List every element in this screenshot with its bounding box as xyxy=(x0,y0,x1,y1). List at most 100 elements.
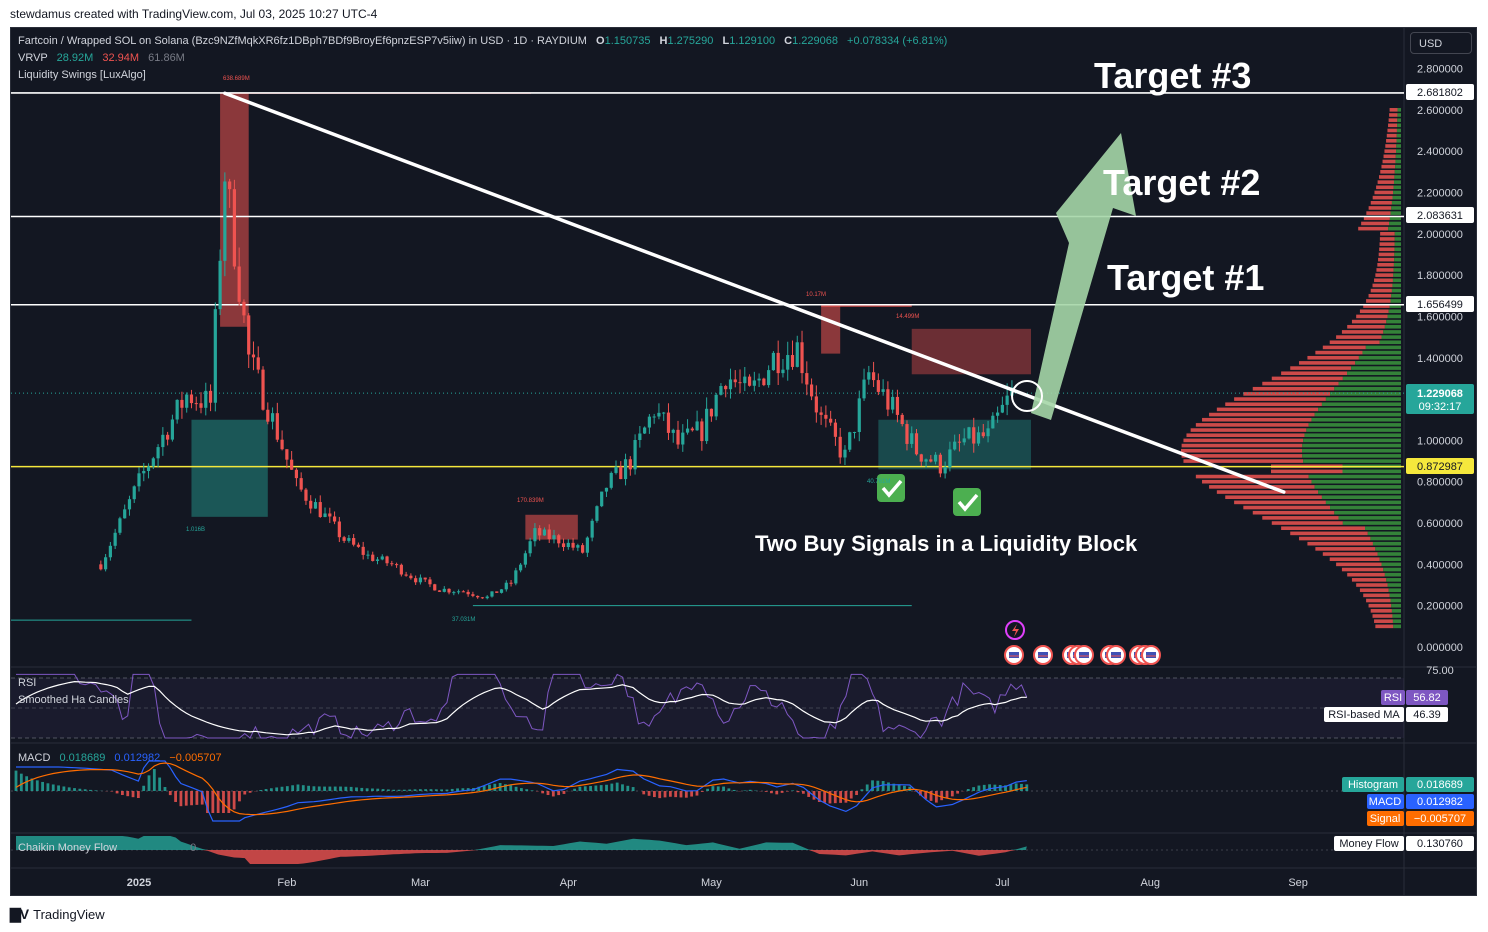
candle-body xyxy=(104,557,108,570)
macd-hist-bar xyxy=(408,789,412,791)
vrvp-bar-up xyxy=(1375,547,1401,551)
vrvp-bar-down xyxy=(1375,624,1394,629)
macd-hist-bar xyxy=(897,784,901,791)
target-arrow[interactable] xyxy=(1031,133,1136,420)
time-axis[interactable]: 2025 Feb Mar Apr May Jun Jul Aug Sep xyxy=(127,877,1308,889)
candle-body xyxy=(643,427,647,434)
macd-pane[interactable]: Histogram 0.018689 MACD 0.012982 Signal … xyxy=(11,760,1474,826)
macd-hist-bar xyxy=(402,789,406,791)
ha-legend[interactable]: Smoothed Ha Candles xyxy=(18,694,129,706)
vrvp-bar-down xyxy=(1307,541,1373,546)
main-chart-canvas[interactable]: Target #3 Target #2 Target #1 Two Buy Si… xyxy=(11,28,1477,896)
breakout-circle[interactable] xyxy=(1011,380,1043,412)
candle-body xyxy=(213,309,217,403)
macd-legend[interactable]: MACD 0.018689 0.012982 −0.005707 xyxy=(18,752,222,764)
vrvp-bar-down xyxy=(1372,283,1393,288)
candle-body xyxy=(919,454,923,462)
macd-hist-bar xyxy=(296,784,300,791)
candle-body xyxy=(681,432,685,445)
vrvp-bar-down xyxy=(1315,547,1376,551)
price-tick: 0.400000 xyxy=(1417,559,1463,571)
us-event-icon[interactable] xyxy=(1004,645,1024,665)
vrvp-bar-up xyxy=(1383,330,1401,334)
macd-hist-bar xyxy=(387,789,390,791)
price-axis[interactable]: 2.800000 2.600000 2.400000 2.200000 2.000000… xyxy=(1417,64,1463,655)
candle-body xyxy=(189,394,194,404)
macd-hist-bar xyxy=(365,788,369,791)
time-tick: 2025 xyxy=(127,877,151,889)
vrvp-bar-down xyxy=(1225,402,1322,407)
us-event-icon[interactable] xyxy=(1106,645,1126,665)
macd-hist-bar xyxy=(312,786,316,791)
us-event-icon[interactable] xyxy=(1141,645,1161,665)
candle-body xyxy=(800,342,804,374)
vrvp-bar-up xyxy=(1393,262,1401,267)
svg-text:1.656499: 1.656499 xyxy=(1417,299,1463,311)
close-value: 1.229068 xyxy=(792,35,838,47)
vrvp-bar-up xyxy=(1330,392,1401,396)
candle-body xyxy=(476,595,480,598)
vrvp-bar-up xyxy=(1377,552,1401,556)
vrvp-bar-down xyxy=(1271,376,1343,381)
us-event-icon[interactable] xyxy=(1033,645,1053,665)
footer-brand[interactable]: ▇V TradingView xyxy=(10,906,105,923)
chart-credit: stewdamus created with TradingView.com, … xyxy=(10,7,378,21)
candle-body xyxy=(914,433,919,455)
vrvp-bar-down xyxy=(1234,397,1326,401)
vrvp-bar-up xyxy=(1383,567,1401,572)
vrvp-bar-up xyxy=(1372,541,1401,546)
vrvp-bar-up xyxy=(1394,247,1401,252)
vrvp-bar-up xyxy=(1395,164,1401,169)
candle-body xyxy=(409,575,413,579)
signal-tag-label: Signal xyxy=(1370,813,1401,825)
macd-hist-bar xyxy=(722,786,725,791)
currency-selector[interactable]: USD xyxy=(1410,32,1472,54)
liquidity-zones xyxy=(11,92,1031,621)
macd-hist-bar xyxy=(998,785,1002,791)
descending-trendline[interactable] xyxy=(223,91,1286,494)
chart-frame[interactable]: Target #3 Target #2 Target #1 Two Buy Si… xyxy=(10,27,1477,896)
candle-body xyxy=(247,315,251,355)
symbol-legend[interactable]: Fartcoin / Wrapped SOL on Solana (Bzc9NZ… xyxy=(18,35,947,47)
rsi-pane[interactable]: 75.00 RSI 56.82 RSI-based MA 46.39 xyxy=(11,665,1454,739)
macd-hist-bar xyxy=(748,789,752,791)
economic-events[interactable] xyxy=(1004,620,1161,665)
macd-hist-bar xyxy=(94,790,98,791)
macd-hist-bar xyxy=(456,788,459,791)
rsi-tag-value: 56.82 xyxy=(1413,692,1441,704)
vrvp-bar-up xyxy=(1302,454,1401,458)
macd-hist-bar xyxy=(147,775,151,791)
trendline[interactable] xyxy=(223,91,1286,494)
vrvp-bar-down xyxy=(1381,164,1396,169)
vrvp-bar-down xyxy=(1372,614,1393,618)
rsi-legend[interactable]: RSI xyxy=(18,677,36,689)
low-value: 1.129100 xyxy=(729,35,776,47)
vrvp-bar-up xyxy=(1393,190,1401,195)
candle-body xyxy=(242,301,246,316)
macd-hist-bar xyxy=(355,787,358,791)
macd-hist-bar xyxy=(823,791,827,803)
candle-body xyxy=(724,386,728,390)
vrvp-bar-down xyxy=(1209,485,1315,489)
us-event-icon[interactable] xyxy=(1074,645,1094,665)
vrvp-bar-up xyxy=(1362,350,1401,355)
candle-body xyxy=(347,538,351,541)
indicator-legend[interactable]: Liquidity Swings [LuxAlgo] xyxy=(18,69,146,81)
macd-hist-bar xyxy=(211,791,215,813)
candle-body xyxy=(337,521,341,538)
cmf-pane[interactable]: Money Flow 0.130760 xyxy=(11,836,1474,864)
candle-body xyxy=(504,582,508,590)
macd-hist-bar xyxy=(121,791,124,796)
vrvp-bar-down xyxy=(1385,144,1397,148)
candle-body xyxy=(156,447,160,459)
vrvp-bar-up xyxy=(1387,583,1401,587)
candle-body xyxy=(175,399,179,420)
vrvp-bar-up xyxy=(1394,242,1401,246)
macd-hist-bar xyxy=(222,791,225,813)
macd-hist-bar xyxy=(67,787,71,791)
lightning-event-icon[interactable] xyxy=(1005,620,1025,640)
price-tick: 2.200000 xyxy=(1417,187,1463,199)
target3-label: Target #3 xyxy=(1094,55,1251,96)
cmf-legend[interactable]: Chaikin Money Flow 0 xyxy=(18,842,196,854)
vrvp-legend[interactable]: VRVP 28.92M 32.94M 61.86M xyxy=(18,52,185,64)
